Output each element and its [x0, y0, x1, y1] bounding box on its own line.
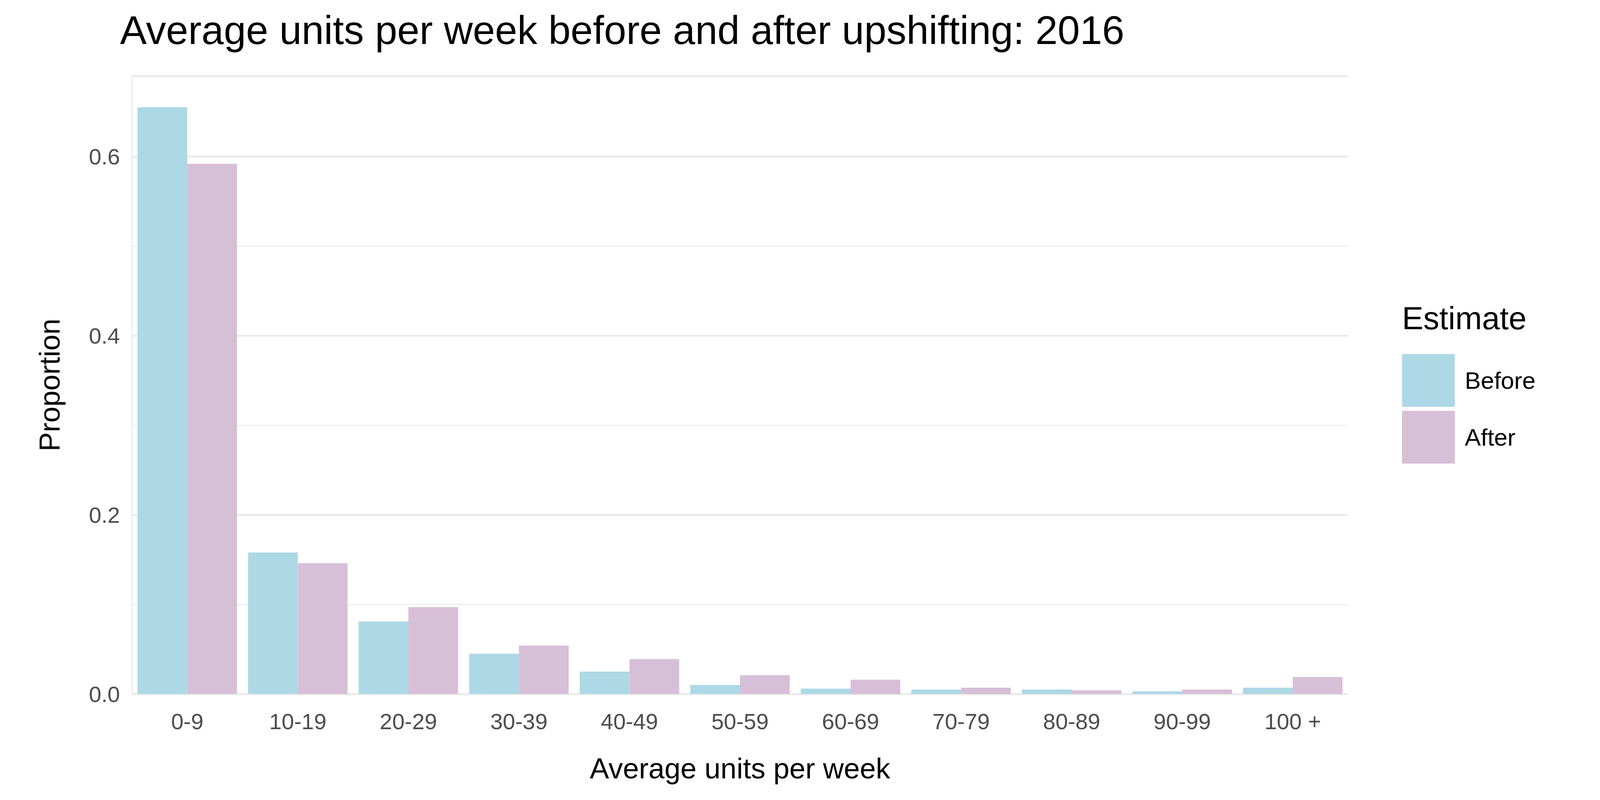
svg-text:Before: Before [1464, 367, 1536, 394]
svg-text:20-29: 20-29 [379, 708, 437, 734]
svg-text:60-69: 60-69 [822, 708, 880, 734]
svg-text:40-49: 40-49 [600, 708, 658, 734]
svg-text:0.0: 0.0 [88, 681, 120, 707]
svg-text:0.2: 0.2 [88, 502, 120, 528]
svg-text:90-99: 90-99 [1153, 708, 1211, 734]
svg-text:Estimate: Estimate [1402, 300, 1527, 336]
svg-text:0-9: 0-9 [171, 708, 204, 734]
svg-text:0.4: 0.4 [88, 323, 120, 349]
svg-text:30-39: 30-39 [490, 708, 548, 734]
svg-text:50-59: 50-59 [711, 708, 769, 734]
svg-text:70-79: 70-79 [932, 708, 990, 734]
svg-text:Proportion: Proportion [33, 318, 66, 452]
svg-text:100 +: 100 + [1264, 708, 1322, 734]
svg-text:Average units per week before: Average units per week before and after … [120, 7, 1125, 53]
svg-text:0.6: 0.6 [88, 144, 120, 170]
svg-text:10-19: 10-19 [269, 708, 327, 734]
svg-text:After: After [1464, 424, 1516, 451]
svg-text:80-89: 80-89 [1042, 708, 1100, 734]
svg-text:Average units per week: Average units per week [589, 752, 891, 785]
